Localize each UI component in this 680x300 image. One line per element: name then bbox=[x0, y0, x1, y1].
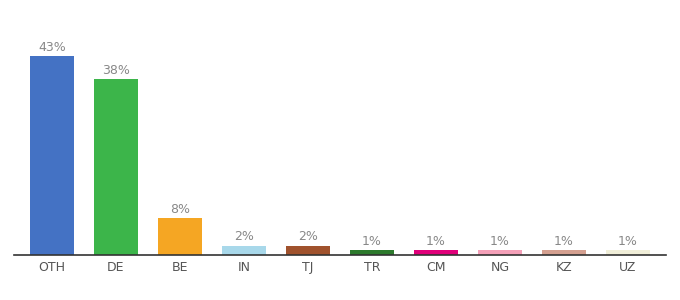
Bar bbox=[94, 80, 139, 255]
Bar bbox=[30, 56, 74, 255]
Text: 43%: 43% bbox=[38, 41, 66, 54]
Text: 2%: 2% bbox=[298, 230, 318, 243]
Text: 38%: 38% bbox=[102, 64, 130, 77]
Bar bbox=[541, 250, 586, 255]
Bar bbox=[222, 246, 267, 255]
Bar bbox=[350, 250, 394, 255]
Bar bbox=[413, 250, 458, 255]
Bar bbox=[158, 218, 203, 255]
Bar bbox=[606, 250, 650, 255]
Text: 1%: 1% bbox=[554, 235, 574, 248]
Text: 1%: 1% bbox=[426, 235, 446, 248]
Bar bbox=[477, 250, 522, 255]
Bar bbox=[286, 246, 330, 255]
Text: 2%: 2% bbox=[234, 230, 254, 243]
Text: 1%: 1% bbox=[618, 235, 638, 248]
Text: 1%: 1% bbox=[490, 235, 510, 248]
Text: 1%: 1% bbox=[362, 235, 382, 248]
Text: 8%: 8% bbox=[170, 203, 190, 216]
